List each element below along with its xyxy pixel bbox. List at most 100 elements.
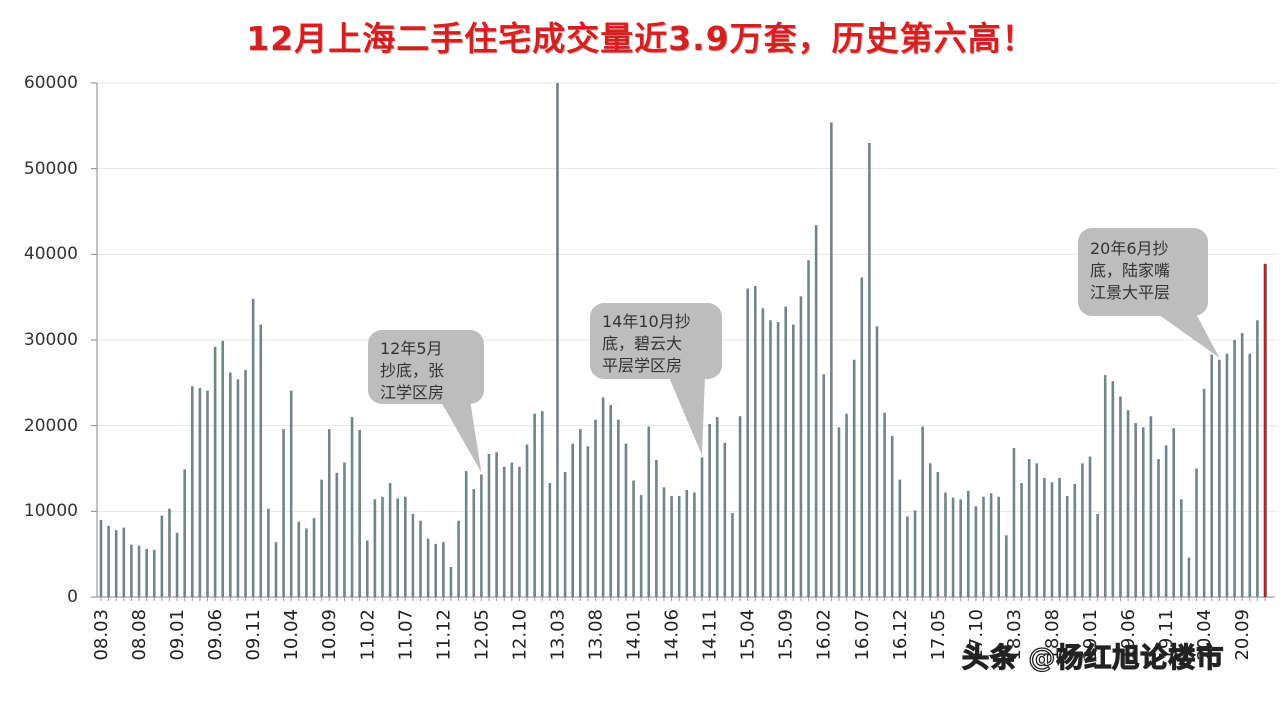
bar xyxy=(297,521,301,597)
bar xyxy=(457,520,460,597)
bar xyxy=(107,525,110,597)
y-tick-label: 40000 xyxy=(23,244,78,265)
x-tick-label: 15.09 xyxy=(776,609,797,661)
bar xyxy=(807,260,810,597)
bar xyxy=(1256,320,1259,597)
bar xyxy=(982,496,985,597)
bar xyxy=(921,426,924,597)
bar xyxy=(1225,353,1229,597)
bar xyxy=(1180,499,1183,597)
x-tick-label: 08.08 xyxy=(129,609,150,661)
x-tick-label: 10.04 xyxy=(281,609,302,661)
bar xyxy=(875,326,879,597)
x-tick-label: 16.12 xyxy=(890,609,911,661)
watermark: 头条 @杨红旭论楼市 xyxy=(961,642,1225,674)
x-tick-label: 13.08 xyxy=(586,609,607,661)
bar xyxy=(830,122,833,597)
bar xyxy=(601,397,605,597)
bar xyxy=(343,462,346,597)
x-tick-label: 19.01 xyxy=(1080,609,1101,661)
bar xyxy=(221,340,225,597)
bar xyxy=(609,405,613,597)
bar xyxy=(890,435,894,597)
x-tick-label: 12.05 xyxy=(471,609,492,661)
y-tick-label: 10000 xyxy=(23,501,78,522)
bar xyxy=(130,544,133,597)
bar xyxy=(1043,477,1046,597)
bar xyxy=(1035,463,1039,597)
bar xyxy=(411,513,415,597)
x-tick-label: 18.03 xyxy=(1004,609,1025,661)
bar xyxy=(1050,482,1054,597)
x-tick-label: 09.06 xyxy=(205,609,226,661)
callout-line: 平层学区房 xyxy=(602,356,683,375)
bar xyxy=(769,320,772,597)
x-tick-label: 16.02 xyxy=(814,609,835,661)
bar xyxy=(822,374,826,597)
bar xyxy=(99,519,103,597)
bar xyxy=(860,277,864,597)
bar xyxy=(951,497,955,597)
bar xyxy=(563,471,567,597)
bar xyxy=(1210,354,1214,597)
bar xyxy=(160,515,164,597)
x-tick-label: 15.04 xyxy=(738,609,759,661)
bar xyxy=(1027,459,1031,597)
bar xyxy=(502,466,506,597)
x-tick-label: 17.10 xyxy=(966,609,987,661)
bar xyxy=(213,346,217,597)
bar xyxy=(578,429,582,597)
bar xyxy=(639,495,643,597)
bar xyxy=(175,532,179,597)
x-tick-label: 10.09 xyxy=(319,609,340,661)
bar xyxy=(746,288,749,597)
bar xyxy=(1149,416,1153,597)
bar xyxy=(327,429,331,597)
bar xyxy=(799,296,803,597)
x-tick-label: 11.07 xyxy=(395,609,416,661)
callout-line: 14年10月抄 xyxy=(602,312,691,331)
bar xyxy=(700,457,704,597)
bar xyxy=(152,549,156,597)
bar xyxy=(556,83,559,597)
x-tick-label: 12.10 xyxy=(509,609,530,661)
bar xyxy=(974,506,978,597)
bar xyxy=(183,469,186,597)
bar xyxy=(434,543,438,597)
bar xyxy=(1065,495,1069,597)
x-tick-label: 09.01 xyxy=(167,609,188,661)
bar xyxy=(1195,468,1198,597)
bar xyxy=(677,495,681,597)
bar xyxy=(1126,410,1130,597)
bar xyxy=(617,419,620,597)
bar xyxy=(396,498,400,597)
bar xyxy=(1119,396,1122,597)
bar xyxy=(198,387,202,597)
bar xyxy=(274,542,278,597)
bar xyxy=(442,542,445,597)
bar xyxy=(1073,483,1077,597)
bar xyxy=(814,225,818,597)
bar xyxy=(1141,427,1145,597)
bar xyxy=(495,452,498,597)
y-tick-label: 0 xyxy=(67,587,78,607)
bar xyxy=(1005,535,1008,597)
bar xyxy=(244,369,247,597)
bar xyxy=(1134,423,1137,597)
callout-line: 抄底，张 xyxy=(380,361,445,380)
bar xyxy=(1012,447,1016,597)
bar xyxy=(1202,388,1206,597)
x-tick-label: 20.04 xyxy=(1194,609,1215,661)
bar xyxy=(373,499,377,597)
callout-tail xyxy=(440,400,482,473)
callout-line: 江学区房 xyxy=(380,383,445,402)
x-tick-label: 16.07 xyxy=(852,609,873,661)
bar xyxy=(776,322,780,597)
bar xyxy=(670,495,673,597)
bar xyxy=(1248,353,1252,597)
callout-2020: 20年6月抄 底，陆家嘴 江景大平层 xyxy=(1078,228,1208,316)
bar xyxy=(731,513,734,597)
highlight-bar xyxy=(1263,263,1267,597)
